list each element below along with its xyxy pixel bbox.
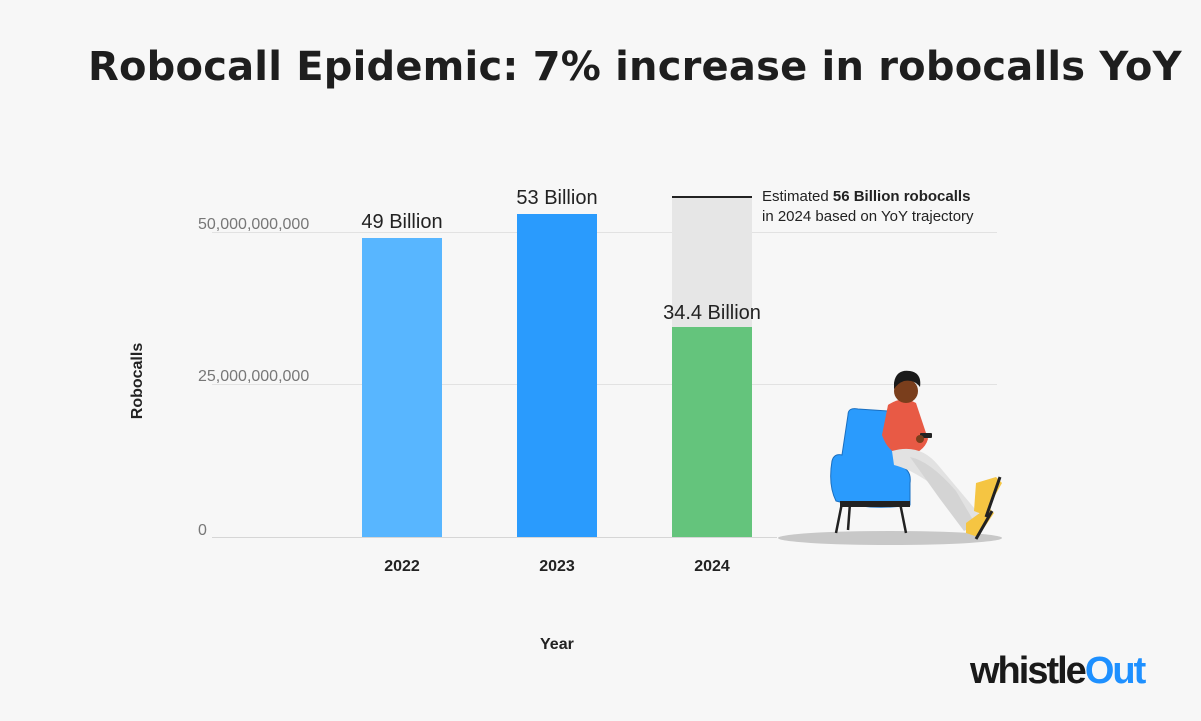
ytick-0: 0 xyxy=(198,522,207,539)
ytick-25b: 25,000,000,000 xyxy=(198,368,310,385)
whistleout-logo: whistleOut xyxy=(970,650,1146,692)
bar-2024 xyxy=(672,327,752,537)
person-in-chair-illustration xyxy=(778,370,1002,545)
y-axis-label: Robocalls xyxy=(129,342,147,420)
estimate-annotation: Estimated 56 Billion robocalls in 2024 b… xyxy=(762,188,974,225)
xtick-2022: 2022 xyxy=(384,558,420,575)
baseline xyxy=(212,537,777,538)
value-label-2024: 34.4 Billion xyxy=(663,302,761,324)
xtick-2024: 2024 xyxy=(694,558,730,575)
gridline-25b xyxy=(212,384,997,385)
ytick-50b: 50,000,000,000 xyxy=(198,216,310,233)
value-label-2022: 49 Billion xyxy=(361,211,443,233)
x-axis-label: Year xyxy=(540,636,574,653)
bar-2022 xyxy=(362,238,442,537)
value-label-2023: 53 Billion xyxy=(516,187,598,209)
bar-2023 xyxy=(517,214,597,537)
gridline-50b xyxy=(212,232,997,233)
estimate-line xyxy=(672,196,752,198)
chart-title: Robocall Epidemic: 7% increase in roboca… xyxy=(88,44,1182,90)
xtick-2023: 2023 xyxy=(539,558,575,575)
